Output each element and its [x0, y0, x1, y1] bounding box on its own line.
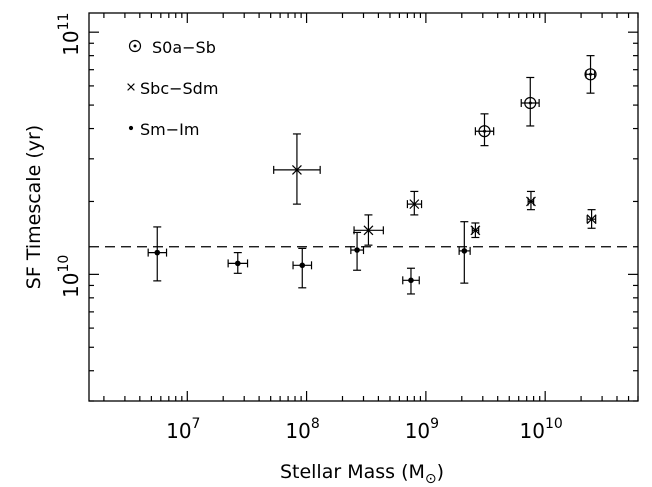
x-tick-label: 109	[405, 416, 439, 443]
dot-marker	[461, 248, 468, 254]
legend-entry: Sbc−Sdm	[127, 79, 218, 98]
x-tick-label-exponent: 9	[430, 416, 439, 432]
y-tick-label-exponent: 10	[56, 255, 72, 273]
circle-marker-center	[133, 44, 137, 48]
data-point	[470, 222, 481, 239]
legend-label: Sbc−Sdm	[140, 79, 218, 98]
cross-marker-stroke	[363, 225, 374, 236]
dot-marker	[299, 262, 306, 269]
data-point	[292, 247, 313, 289]
dot-marker	[354, 247, 360, 253]
x-tick-label-exponent: 7	[192, 416, 201, 432]
cross-marker-stroke	[470, 225, 481, 236]
series-cross	[273, 133, 597, 246]
circle-marker-center	[482, 129, 486, 133]
x-tick-label: 1010	[520, 416, 563, 443]
circle-marker	[524, 96, 537, 110]
x-tick-label: 107	[166, 416, 200, 443]
x-axis-label-sun: ⊙	[425, 471, 437, 487]
y-tick-label-base: 10	[59, 273, 83, 298]
cross-marker-stroke	[409, 199, 420, 210]
x-tick-label-base: 10	[520, 419, 545, 443]
data-point	[474, 113, 495, 147]
data-point	[520, 76, 540, 127]
data-point	[273, 133, 321, 205]
y-axis-label: SF Timescale (yr)	[23, 125, 45, 289]
data-point	[406, 190, 423, 216]
y-tick-label-exponent: 11	[56, 13, 72, 31]
legend-label: Sm−Im	[140, 120, 199, 139]
data-point	[586, 209, 597, 229]
data-point	[147, 226, 168, 282]
dot-marker	[408, 277, 414, 284]
x-tick-label-base: 10	[405, 419, 430, 443]
data-point	[458, 221, 471, 284]
x-axis-label: Stellar Mass (M⊙)	[280, 461, 444, 487]
x-axis-label-close: )	[437, 461, 444, 483]
x-axis-label-main: Stellar Mass (M	[280, 461, 425, 483]
axis-ticks	[89, 13, 639, 402]
data-point	[584, 55, 597, 94]
x-tick-label: 108	[285, 416, 319, 443]
cross-marker-stroke	[127, 83, 135, 91]
data-point	[353, 214, 384, 246]
dot-marker	[234, 260, 241, 267]
data-point	[227, 251, 249, 274]
data-points	[147, 55, 597, 295]
circle-marker	[584, 68, 597, 81]
cross-marker-stroke	[292, 164, 302, 175]
y-tick-label: 1010	[56, 255, 83, 298]
cross-marker-stroke	[586, 214, 597, 225]
cross-marker-stroke	[526, 196, 536, 207]
dot-marker	[128, 125, 134, 131]
circle-marker	[128, 39, 142, 53]
x-tick-label-base: 10	[166, 419, 191, 443]
circle-marker-center	[589, 72, 593, 76]
x-tick-label-exponent: 8	[311, 416, 320, 432]
series-circle-dot	[474, 55, 597, 147]
data-point	[526, 190, 536, 211]
x-tick-label-exponent: 10	[545, 416, 563, 432]
circle-marker-center	[528, 101, 532, 105]
y-tick-label: 1011	[56, 13, 83, 56]
data-point	[350, 231, 365, 271]
series-dot	[147, 221, 471, 295]
plot-frame	[88, 12, 639, 402]
dot-marker	[154, 249, 161, 256]
circle-marker	[478, 125, 491, 138]
x-tick-label-base: 10	[285, 419, 310, 443]
legend-entry: S0a−Sb	[128, 38, 216, 57]
legend: S0a−Sb Sbc−Sdm Sm−Im	[127, 38, 218, 139]
data-point	[402, 267, 420, 295]
legend-entry: Sm−Im	[128, 120, 199, 139]
legend-label: S0a−Sb	[152, 38, 216, 57]
y-tick-label-base: 10	[59, 30, 83, 55]
